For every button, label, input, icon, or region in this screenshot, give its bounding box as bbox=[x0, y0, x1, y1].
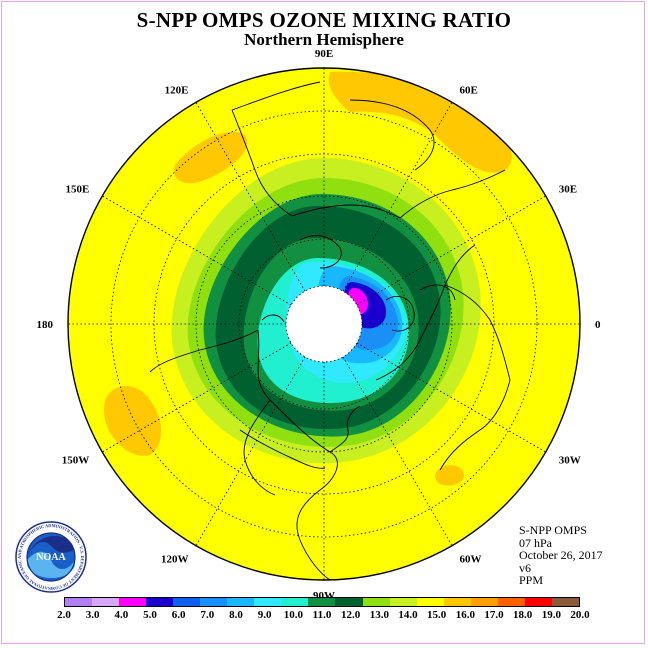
meridian-line bbox=[195, 356, 306, 546]
colorbar-swatch bbox=[443, 598, 471, 606]
coastlines bbox=[149, 81, 511, 580]
colorbar-tick-label: 4.0 bbox=[114, 609, 129, 621]
colorbar-swatch bbox=[416, 598, 444, 606]
meridian-line bbox=[102, 342, 292, 453]
colorbar-swatch bbox=[335, 598, 363, 606]
colorbar-swatch bbox=[497, 598, 525, 606]
info-version: v6 bbox=[519, 560, 531, 575]
ozone-patch-orange-w bbox=[104, 385, 162, 456]
meridian-line bbox=[195, 102, 306, 292]
colorbar-tick-label: 13.0 bbox=[369, 609, 389, 621]
colorbar-tick-label: 9.0 bbox=[257, 609, 272, 621]
colorbar-swatch bbox=[389, 598, 417, 606]
longitude-label: 30E bbox=[559, 184, 577, 196]
colorbar-swatch bbox=[281, 598, 309, 606]
colorbar-labels: 2.0 3.0 4.0 5.0 6.0 7.0 8.0 9.0 10.0 11.0 12.0 13.0… bbox=[0, 609, 648, 625]
longitude-label: 60E bbox=[460, 84, 478, 96]
colorbar-tick-label: 18.0 bbox=[513, 609, 533, 621]
colorbar-tick-label: 2.0 bbox=[57, 609, 71, 621]
colorbar-tick-label: 7.0 bbox=[200, 609, 215, 621]
colorbar-swatch bbox=[173, 598, 201, 606]
colorbar-swatch bbox=[524, 598, 552, 606]
info-date: October 26, 2017 bbox=[519, 548, 603, 563]
info-panel: S-NPP OMPS 07 hPa October 26, 2017 v6 PP… bbox=[519, 524, 639, 587]
ozone-patch-orange-nw bbox=[174, 131, 248, 184]
map-boundary bbox=[67, 67, 581, 581]
meridian-line bbox=[102, 195, 292, 306]
meridian-line bbox=[342, 102, 453, 292]
colorbar-swatch bbox=[308, 598, 336, 606]
longitude-label: 0 bbox=[595, 319, 601, 331]
meridian-line bbox=[356, 195, 546, 306]
longitude-label: 30W bbox=[559, 455, 581, 467]
colorbar-tick-label: 10.0 bbox=[283, 609, 303, 621]
pole-data-gap bbox=[286, 286, 362, 362]
colorbar-tick-label: 17.0 bbox=[484, 609, 504, 621]
meridian-line bbox=[356, 342, 546, 453]
info-level: 07 hPa bbox=[519, 535, 552, 550]
colorbar-swatch bbox=[146, 598, 174, 606]
longitude-label: 60W bbox=[460, 554, 482, 566]
colorbar bbox=[64, 597, 580, 607]
longitude-label: 150W bbox=[62, 455, 90, 467]
page-title: S-NPP OMPS OZONE MIXING RATIO bbox=[136, 8, 512, 32]
colorbar-swatch bbox=[254, 598, 282, 606]
colorbar-tick-label: 19.0 bbox=[541, 609, 561, 621]
info-units: PPM bbox=[519, 573, 544, 588]
colorbar-tick-label: 6.0 bbox=[171, 609, 186, 621]
colorbar-swatch bbox=[119, 598, 147, 606]
meridian-line bbox=[342, 356, 453, 546]
colorbar-swatch bbox=[470, 598, 498, 606]
colorbar-swatch bbox=[200, 598, 228, 606]
colorbar-tick-label: 3.0 bbox=[85, 609, 100, 621]
colorbar-swatch bbox=[92, 598, 120, 606]
colorbar-swatch bbox=[551, 598, 579, 606]
colorbar-tick-label: 16.0 bbox=[455, 609, 475, 621]
noaa-logo-text: NOAA bbox=[36, 552, 66, 563]
colorbar-tick-label: 12.0 bbox=[341, 609, 361, 621]
noaa-logo: NOAA NATIONAL OCEANIC AND ATMOSPHERIC AD… bbox=[14, 520, 87, 593]
longitude-label: 120W bbox=[161, 554, 189, 566]
page-subtitle: Northern Hemisphere bbox=[244, 30, 404, 49]
ozone-patch-orange-se bbox=[435, 465, 465, 486]
colorbar-tick-label: 11.0 bbox=[312, 609, 332, 621]
longitude-label: 90E bbox=[315, 48, 333, 60]
colorbar-swatch bbox=[227, 598, 255, 606]
longitude-label: 150E bbox=[65, 184, 89, 196]
colorbar-tick-label: 20.0 bbox=[570, 609, 590, 621]
colorbar-swatch bbox=[362, 598, 390, 606]
colorbar-tick-label: 15.0 bbox=[427, 609, 447, 621]
colorbar-swatch bbox=[65, 598, 93, 606]
colorbar-tick-label: 5.0 bbox=[143, 609, 157, 621]
longitude-label: 120E bbox=[165, 84, 189, 96]
info-instrument: S-NPP OMPS bbox=[519, 523, 587, 537]
colorbar-tick-label: 14.0 bbox=[398, 609, 418, 621]
ozone-patch-orange-ne bbox=[328, 71, 512, 173]
colorbar-tick-label: 8.0 bbox=[229, 609, 243, 621]
longitude-label: 180 bbox=[37, 319, 54, 331]
